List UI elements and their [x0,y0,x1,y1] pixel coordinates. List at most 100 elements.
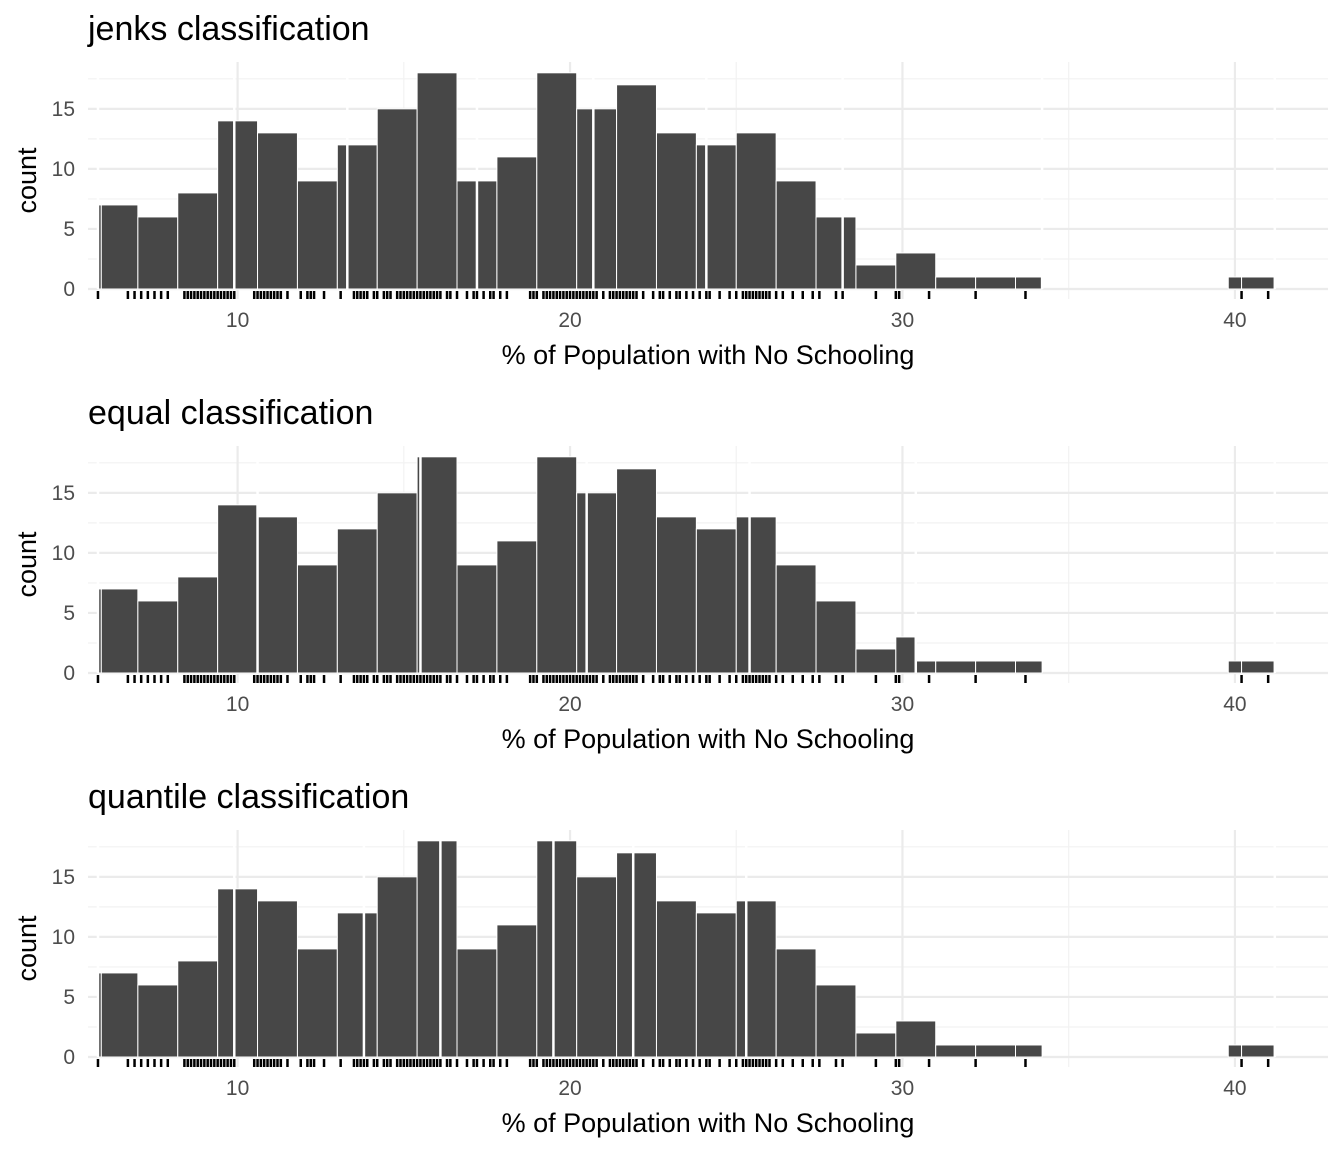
histogram-bar [576,108,594,290]
histogram-bar [775,564,817,674]
histogram-bar [935,276,977,290]
histogram-bar [855,1032,897,1058]
y-tick-label: 5 [63,986,75,1009]
histogram-bar [416,840,441,1058]
x-tick-label: 10 [226,693,249,716]
histogram-bar [296,948,338,1058]
histogram-bar [1241,276,1276,290]
histogram-bar [1015,660,1043,674]
histogram-bar [695,912,737,1058]
histogram-bar [137,984,179,1058]
histogram-bar [695,528,737,674]
histogram-bar [895,1020,937,1058]
histogram-bar [296,180,338,290]
histogram-bar [376,108,418,290]
histogram-bar [376,876,418,1058]
histogram-bar [177,192,219,290]
histogram-bar [336,144,348,290]
histogram-bar [1015,1044,1043,1058]
histogram-bar [100,204,139,290]
histogram-bar [536,456,578,674]
histogram-bar [632,852,657,1058]
x-tick-label: 20 [558,309,581,332]
y-tick-label: 15 [52,866,75,889]
histogram-bar [975,660,1017,674]
histogram-bar [456,180,478,290]
histogram-bar [233,120,259,290]
histogram-bar [616,84,657,290]
x-axis-label: % of Population with No Schooling [502,1108,915,1138]
histogram-bar [705,144,737,290]
histogram-bar [137,216,179,290]
histogram-bar [363,912,378,1058]
histogram-bar [100,588,139,674]
histogram-bar [975,1044,1017,1058]
x-tick-label: 40 [1223,1077,1246,1100]
histogram-bar [735,900,747,1058]
x-axis-label: % of Population with No Schooling [502,340,915,370]
histogram-bar [496,156,538,290]
histogram-bar [935,660,977,674]
x-tick-label: 30 [891,309,914,332]
y-axis-label: count [12,147,42,214]
y-tick-label: 10 [52,542,75,565]
histogram-bar [456,564,498,674]
chart-title: equal classification [88,394,373,432]
histogram-bar [735,516,751,674]
histogram-bar [895,636,917,674]
histogram-bar [439,840,458,1058]
y-tick-label: 0 [63,662,75,685]
histogram-bar [100,972,139,1058]
histogram-bar [496,924,538,1058]
histogram-bar [975,276,1017,290]
y-tick-label: 10 [52,926,75,949]
x-tick-label: 20 [558,693,581,716]
y-axis-label: count [12,915,42,982]
histogram-bar [536,72,578,290]
histogram-bar [815,216,844,290]
chart-title: quantile classification [88,778,409,816]
chart-panel: 10 20 30 40 0 5 10 15 jenks classification % of P… [12,10,1328,370]
histogram-bar [336,528,378,674]
histogram-bar [745,900,777,1058]
histogram-bar [1227,660,1243,674]
histogram-bar [775,180,817,290]
histogram-bar [935,1044,977,1058]
histogram-bar [1241,660,1276,674]
y-axis-label: count [12,531,42,598]
x-tick-label: 10 [226,1077,249,1100]
y-tick-label: 0 [63,278,75,301]
x-tick-label: 20 [558,1077,581,1100]
histogram-bar [419,456,458,674]
histogram-bar [346,144,378,290]
x-tick-label: 40 [1223,309,1246,332]
histogram-bar [735,132,777,290]
histogram-bar [456,948,498,1058]
x-tick-label: 40 [1223,693,1246,716]
histogram-bar [1015,276,1043,290]
histogram-bar [915,660,937,674]
chart-title: jenks classification [87,10,370,48]
histogram-bar [217,888,235,1058]
histogram-bar [552,840,578,1058]
histogram-bar [177,576,219,674]
histogram-bar [855,264,897,290]
x-tick-label: 10 [226,309,249,332]
histogram-bar [616,468,657,674]
histogram-bar [1227,276,1243,290]
x-axis-label: % of Population with No Schooling [502,724,915,754]
histogram-bar [257,132,298,290]
x-tick-label: 30 [891,693,914,716]
histogram-bar [576,876,618,1058]
histogram-bar [177,960,219,1058]
histogram-bar [842,216,857,290]
histogram-bar [616,852,634,1058]
histogram-bar [655,900,697,1058]
x-tick-label: 30 [891,1077,914,1100]
y-tick-label: 0 [63,1046,75,1069]
histogram-bar [376,492,418,674]
histogram-bar [257,516,298,674]
histogram-bar [137,600,179,674]
histogram-bar [655,132,697,290]
histogram-bar [895,252,937,290]
